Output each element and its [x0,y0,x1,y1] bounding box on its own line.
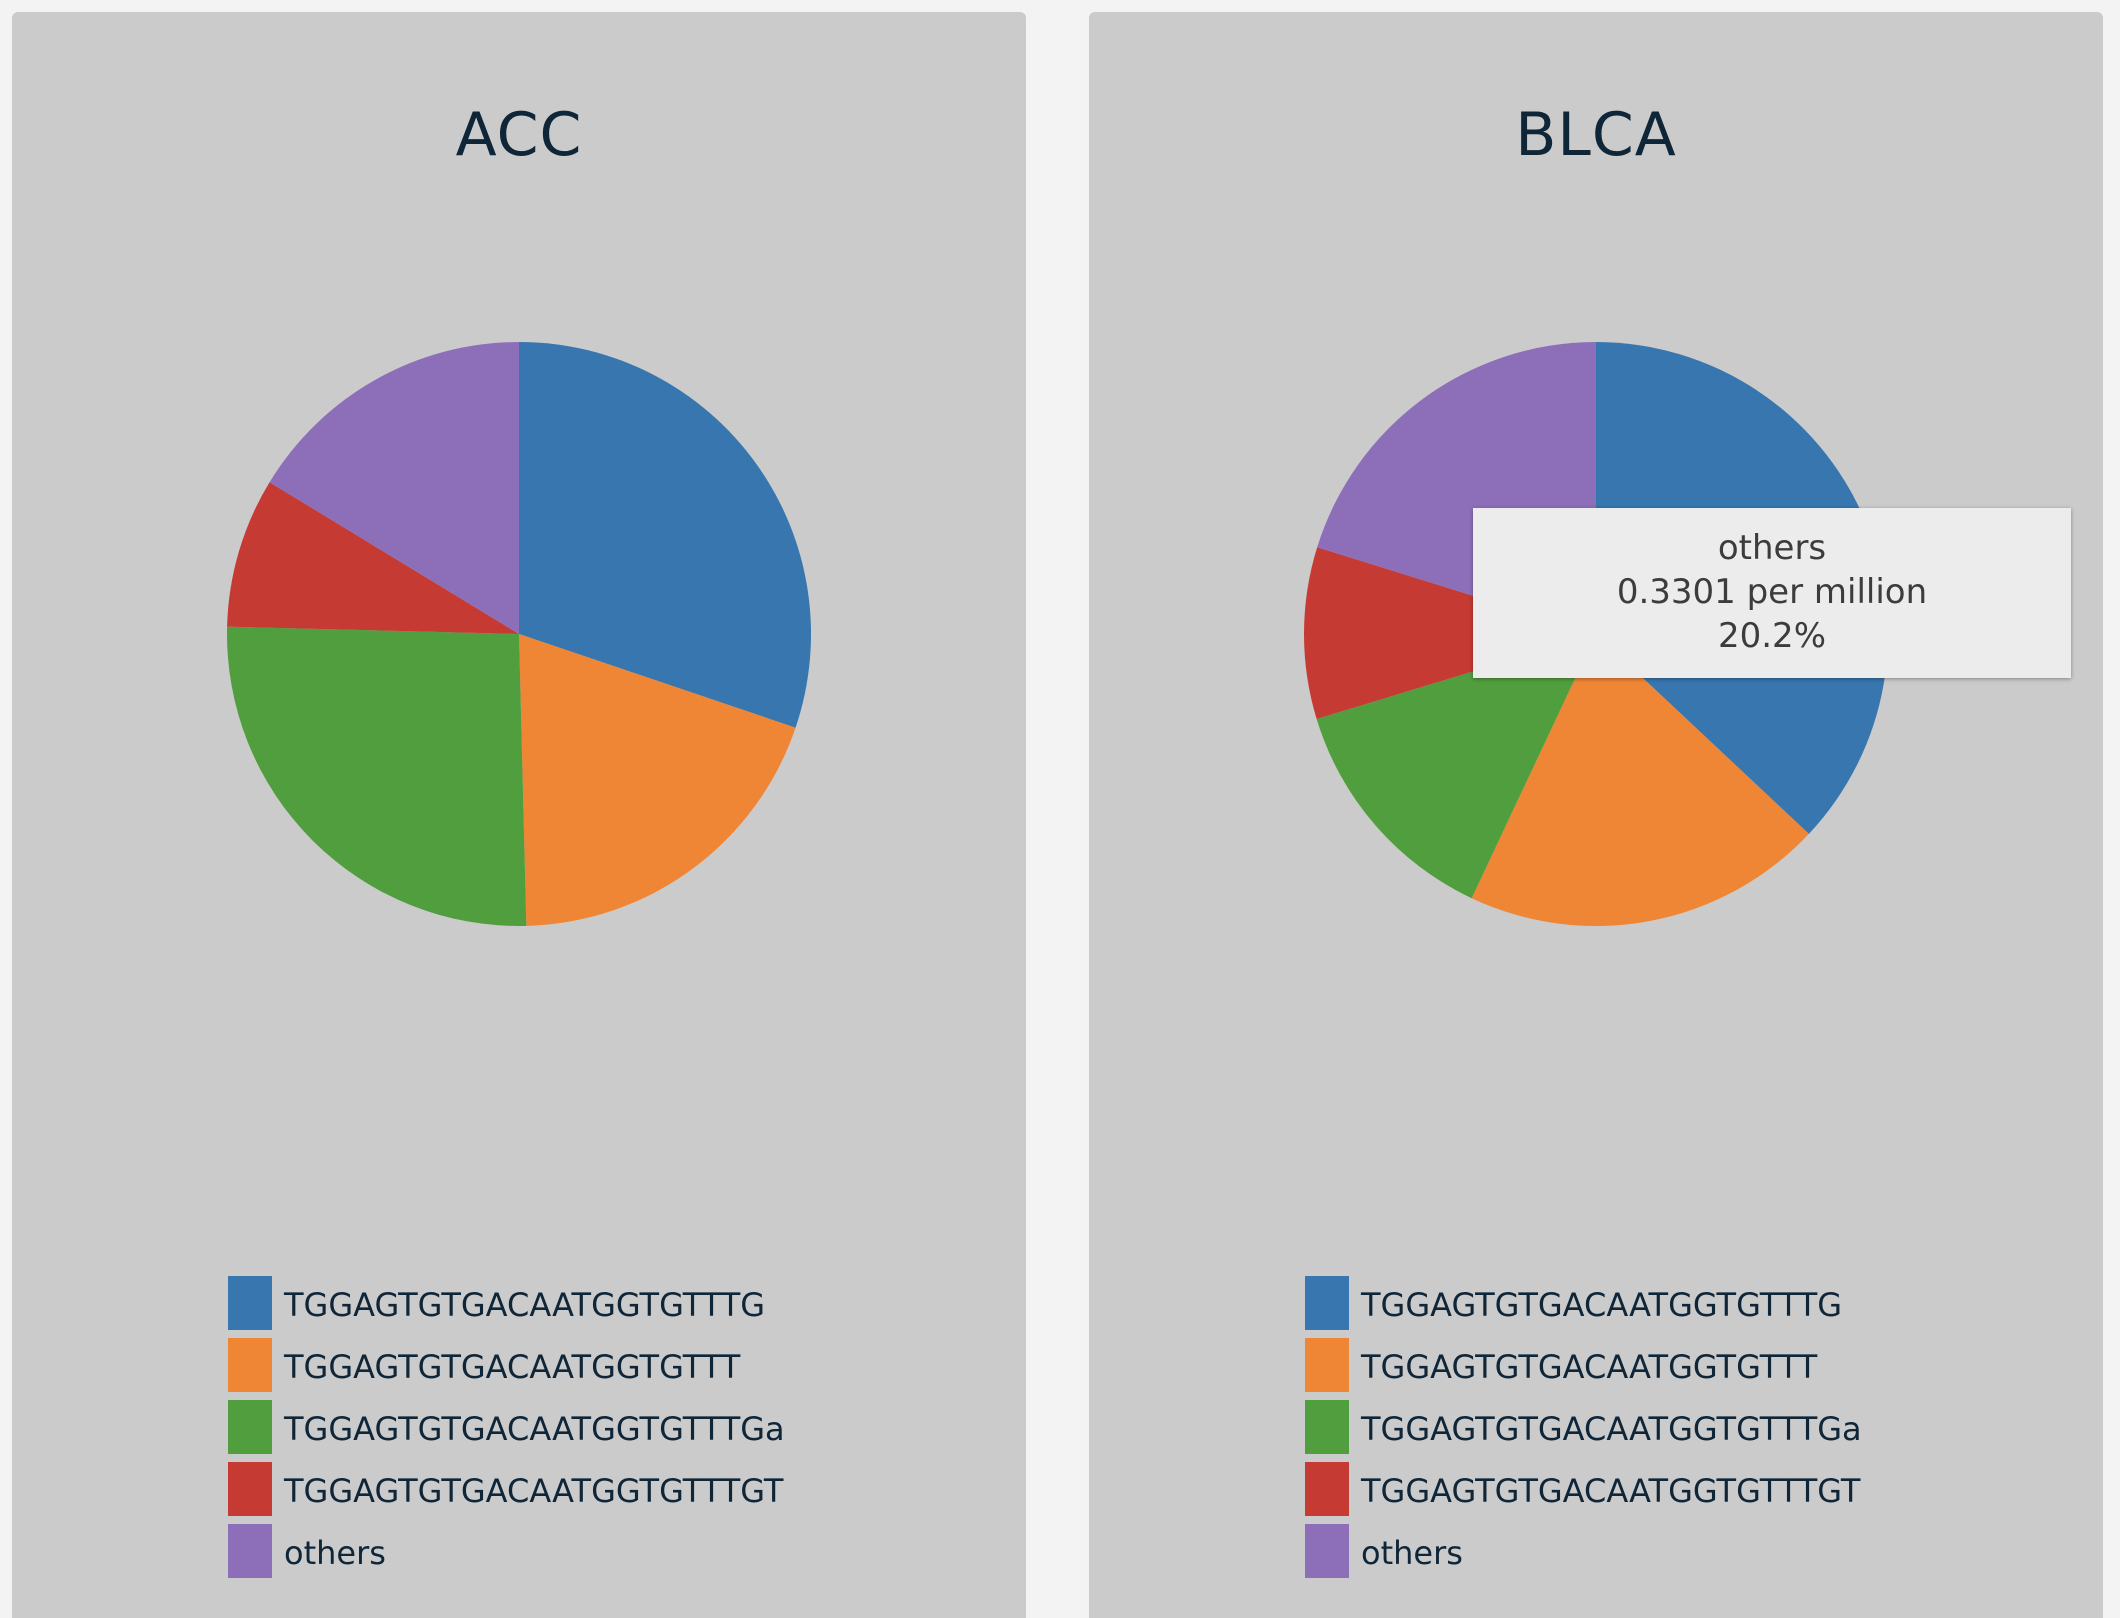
pie-slice-series-3[interactable] [1316,634,1596,899]
legend-swatch [228,1338,272,1392]
legend-swatch [228,1462,272,1516]
legend-swatch [1305,1338,1349,1392]
pie-slice-series-1[interactable] [519,342,811,728]
legend-label: TGGAGTGTGACAATGGTGTTTGa [284,1410,785,1448]
legend-label: others [284,1534,386,1572]
legend-label: others [1361,1534,1463,1572]
tooltip-series: others [1717,528,1827,568]
legend-swatch [228,1276,272,1330]
pie-slice-others[interactable] [269,342,519,634]
pie-chart-acc [227,342,811,926]
pie-slice-series-3[interactable] [227,626,527,926]
legend-label: TGGAGTGTGACAATGGTGTTTGT [284,1472,784,1510]
legend-label: TGGAGTGTGACAATGGTGTTT [1361,1348,1818,1386]
legend-label: TGGAGTGTGACAATGGTGTTTG [1361,1286,1843,1324]
legend-label: TGGAGTGTGACAATGGTGTTTGa [1361,1410,1862,1448]
pie-slice-series-4[interactable] [227,482,519,634]
chart-panel-acc: ACC TGGAGTGTGACAATGGTGTTTG TGGAGTGTGACAA… [12,12,1026,1618]
pie-slice-series-2[interactable] [1471,634,1809,926]
tooltip-percent: 20.2% [1717,616,1826,656]
pie-slice-series-2[interactable] [519,634,796,926]
legend-swatch [228,1400,272,1454]
chart-title: ACC [455,100,583,170]
pie-slice-series-4[interactable] [1304,547,1596,719]
chart-tooltip: others 0.3301 per million 20.2% [1473,508,2071,678]
legend-swatch [1305,1462,1349,1516]
legend-swatch [1305,1524,1349,1578]
tooltip-value: 0.3301 per million [1616,572,1928,612]
legend-swatch [228,1524,272,1578]
legend-label: TGGAGTGTGACAATGGTGTTTG [284,1286,766,1324]
chart-title: BLCA [1515,100,1677,170]
chart-panel-blca: BLCA others 0.3301 per million 20.2% TGG… [1089,12,2103,1618]
legend-swatch [1305,1276,1349,1330]
legend-swatch [1305,1400,1349,1454]
legend-label: TGGAGTGTGACAATGGTGTTTGT [1361,1472,1861,1510]
legend-label: TGGAGTGTGACAATGGTGTTT [284,1348,741,1386]
